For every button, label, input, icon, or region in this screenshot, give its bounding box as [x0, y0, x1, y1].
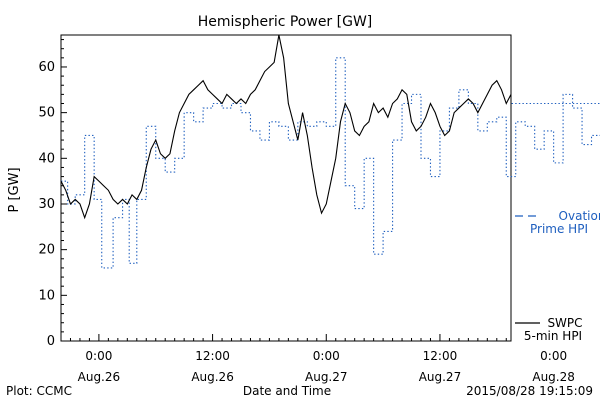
- legend-swpc: SWPC 5-min HPI: [515, 316, 583, 343]
- x-tick-time-label: 0:00: [85, 349, 112, 363]
- legend-swpc-line2: 5-min HPI: [524, 329, 582, 343]
- legend-ovation-line2: Prime HPI: [530, 222, 588, 236]
- series-line-ovation: [61, 57, 600, 269]
- series-swpc-5min-hpi: [60, 34, 512, 220]
- x-tick-date-label: Aug.26: [78, 370, 121, 384]
- y-tick-label: 20: [38, 243, 55, 258]
- y-tick-label: 50: [38, 106, 55, 121]
- x-tick-time-label: 12:00: [195, 349, 230, 363]
- x-tick-date-label: Aug.28: [532, 370, 575, 384]
- y-axis-ticks: 0 10 20 30 40 50 60: [38, 39, 67, 349]
- footer-timestamp: 2015/08/28 19:15:09: [466, 384, 593, 398]
- y-tick-label: 30: [38, 197, 55, 212]
- x-tick-date-label: Aug.27: [419, 370, 462, 384]
- y-tick-label: 10: [38, 288, 55, 303]
- x-tick-date-label: Aug.26: [191, 370, 234, 384]
- x-axis-ticks: 0:00 Aug.26 12:00 Aug.26 0:00 Aug.27 12:00 Aug.…: [60, 334, 575, 384]
- x-tick-time-label: 0:00: [313, 349, 340, 363]
- x-axis-label: Date and Time: [243, 384, 331, 398]
- legend-ovation-prime: Ovation Prime HPI: [515, 209, 600, 236]
- y-tick-label: 60: [38, 60, 55, 75]
- x-tick-time-label: 12:00: [423, 349, 458, 363]
- chart-title: Hemispheric Power [GW]: [198, 14, 373, 30]
- footer-plot-credit: Plot: CCMC: [6, 384, 72, 398]
- y-tick-label: 40: [38, 151, 55, 166]
- x-tick-time-label: 0:00: [540, 349, 567, 363]
- series-ovation-prime-hpi: [61, 57, 600, 269]
- x-tick-date-label: Aug.27: [305, 370, 348, 384]
- plot-frame: [60, 34, 512, 342]
- y-axis-label: P [GW]: [7, 167, 22, 212]
- legend-ovation-line1: Ovation: [559, 209, 600, 223]
- legend-swpc-line1: SWPC: [547, 316, 582, 330]
- series-line-swpc: [60, 34, 512, 220]
- y-tick-label: 0: [47, 334, 55, 349]
